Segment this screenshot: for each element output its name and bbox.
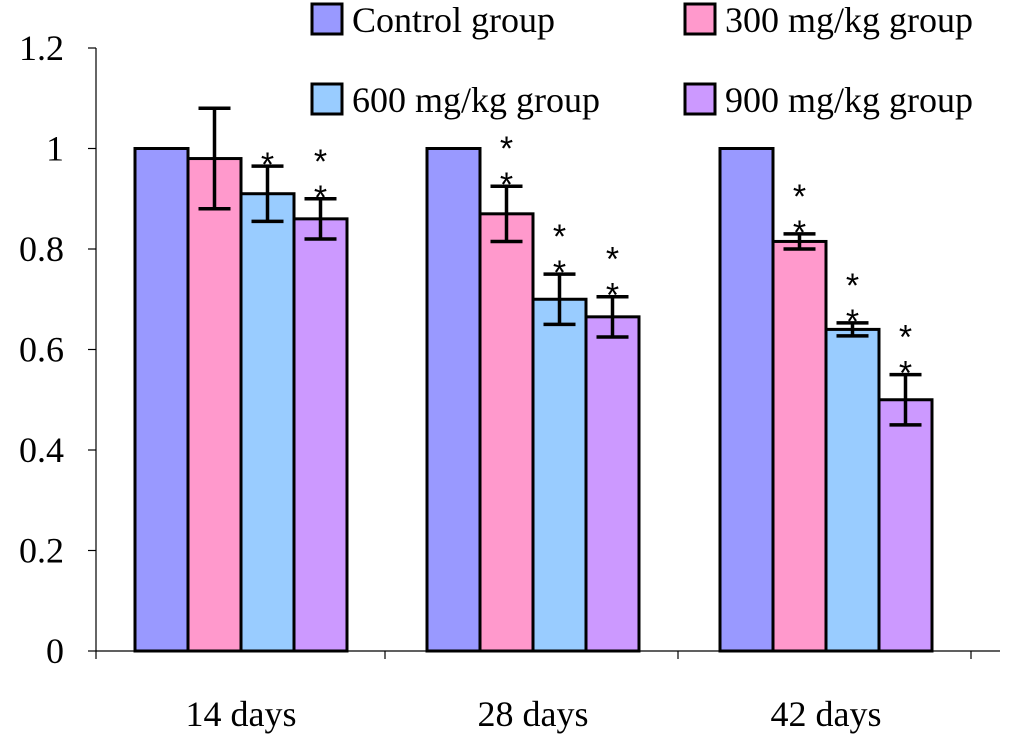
legend-swatch bbox=[683, 2, 717, 36]
bar bbox=[531, 297, 588, 653]
y-tick-label: 0.8 bbox=[19, 229, 64, 269]
legend-label: 300 mg/kg group bbox=[725, 0, 973, 40]
y-tick-label: 0.6 bbox=[19, 330, 64, 370]
y-tick-label: 1 bbox=[46, 129, 64, 169]
x-category-label: 14 days bbox=[186, 694, 297, 734]
significance-asterisk: * bbox=[500, 166, 513, 204]
significance-asterisk: * bbox=[314, 143, 327, 181]
error-bars bbox=[198, 106, 922, 427]
bar bbox=[478, 212, 535, 653]
significance-asterisk: * bbox=[606, 277, 619, 315]
significance-asterisk: * bbox=[846, 303, 859, 341]
legend-label: 900 mg/kg group bbox=[725, 80, 973, 120]
y-tick-label: 1.2 bbox=[19, 28, 64, 68]
significance-asterisk: * bbox=[846, 267, 859, 305]
y-tick-label: 0 bbox=[46, 631, 64, 671]
legend-swatch bbox=[683, 82, 717, 116]
significance-asterisk: * bbox=[261, 146, 274, 184]
significance-asterisk: * bbox=[793, 178, 806, 216]
y-tick-label: 0.4 bbox=[19, 430, 64, 470]
bar bbox=[239, 192, 296, 653]
legend-swatch bbox=[310, 82, 344, 116]
x-category-label: 28 days bbox=[478, 694, 589, 734]
bar bbox=[824, 327, 881, 653]
x-category-label: 42 days bbox=[771, 694, 882, 734]
significance-asterisk: * bbox=[553, 218, 566, 256]
legend-swatch bbox=[310, 2, 344, 36]
bar bbox=[425, 147, 482, 653]
bar bbox=[718, 147, 775, 653]
bar bbox=[292, 217, 349, 653]
significance-asterisk: * bbox=[314, 179, 327, 217]
significance-asterisk: * bbox=[606, 241, 619, 279]
bar bbox=[877, 398, 934, 653]
bar bbox=[133, 147, 190, 653]
significance-asterisk: * bbox=[553, 254, 566, 292]
significance-markers: *************** bbox=[261, 130, 912, 392]
bars bbox=[133, 147, 934, 653]
legend-label: Control group bbox=[352, 0, 555, 40]
bar bbox=[186, 157, 243, 653]
significance-asterisk: * bbox=[793, 214, 806, 252]
bar bbox=[584, 315, 641, 653]
legend: Control group 300 mg/kg group 600 mg/kg gr… bbox=[310, 0, 973, 120]
legend-label: 600 mg/kg group bbox=[352, 80, 600, 120]
axes: 0 0.2 0.4 0.6 0.8 1 1.2 14 days 28 days 42 days bbox=[19, 28, 1000, 734]
significance-asterisk: * bbox=[500, 130, 513, 168]
significance-asterisk: * bbox=[899, 355, 912, 393]
significance-asterisk: * bbox=[899, 319, 912, 357]
y-tick-label: 0.2 bbox=[19, 531, 64, 571]
bar bbox=[771, 239, 828, 653]
